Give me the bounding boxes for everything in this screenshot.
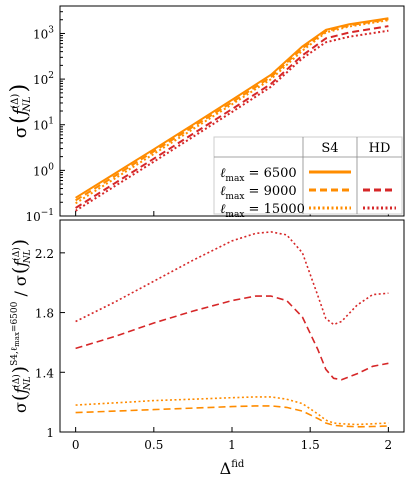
legend-header-hd: HD — [369, 141, 391, 156]
legend-header-s4: S4 — [321, 141, 338, 156]
bottom-y-ticks: 1 1.4 1.8 2.2 — [35, 247, 65, 440]
bottom-x-tick-label: 0.5 — [144, 438, 163, 452]
top-series-hd-lmax-15000 — [75, 29, 389, 212]
top-series-s4-lmax-15000 — [75, 19, 389, 205]
bottom-x-tick-label: 1.5 — [301, 438, 320, 452]
top-y-tick-label: 10−1 — [25, 208, 54, 224]
bottom-series-hd-lmax-15000 — [75, 231, 389, 326]
legend-row-label: ℓmax = 9000 — [220, 184, 297, 202]
top-y-tick-label: 101 — [33, 117, 54, 133]
bottom-y-tick-label: 1.4 — [35, 366, 54, 380]
bottom-panel: 1 1.4 1.8 2.2 0 0.5 1 1.5 2 σ(f(Δ)NL)S4,ℓmax=65… — [9, 219, 405, 478]
legend-box — [213, 136, 403, 215]
bottom-series-s4-lmax-15000 — [75, 396, 389, 426]
top-series-s4-lmax-6500 — [75, 17, 389, 199]
top-y-tick-label: 102 — [33, 71, 54, 87]
top-y-tick-label: 103 — [33, 25, 54, 41]
bottom-series-group — [75, 231, 389, 428]
top-y-axis-label: σ(f(Δ)NL) — [7, 84, 33, 139]
bottom-series-s4-lmax-9000 — [75, 405, 389, 428]
bottom-y-axis-label: σ(f(Δ)NL)S4,ℓmax=6500 / σ(f(Δ)NL) — [9, 239, 33, 413]
top-series-hd-lmax-9000 — [75, 25, 389, 209]
top-y-tick-label: 100 — [33, 162, 54, 178]
bottom-x-tick-label: 0 — [72, 438, 80, 452]
bottom-plot-frame — [59, 219, 405, 433]
bottom-y-tick-label: 2.2 — [35, 247, 54, 261]
bottom-x-axis-label: Δfid — [220, 459, 245, 478]
bottom-y-tick-label: 1 — [46, 426, 54, 440]
legend-row-label: ℓmax = 15000 — [220, 202, 305, 220]
top-y-ticks: 10−1 100 101 102 103 — [25, 5, 65, 224]
bottom-x-ticks: 0 0.5 1 1.5 2 — [72, 427, 392, 452]
bottom-y-tick-label: 1.8 — [35, 307, 54, 321]
bottom-x-tick-label: 1 — [228, 438, 236, 452]
top-series-s4-lmax-9000 — [75, 18, 389, 202]
legend-row-label: ℓmax = 6500 — [220, 166, 297, 184]
bottom-x-tick-label: 2 — [385, 438, 393, 452]
bottom-series-hd-lmax-9000 — [75, 295, 389, 381]
top-series-group — [75, 17, 389, 212]
